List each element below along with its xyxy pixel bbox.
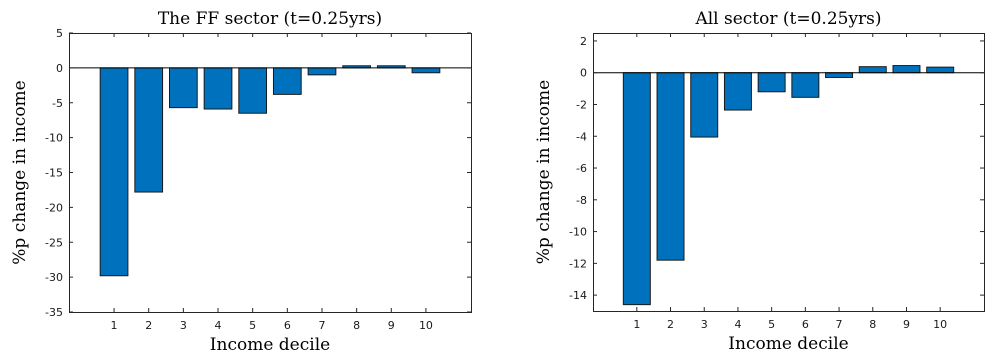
bar-decile-6 — [272, 67, 302, 95]
x-tick-label: 1 — [633, 318, 640, 331]
x-tick-label: 3 — [180, 319, 187, 332]
bar-decile-3 — [690, 72, 719, 138]
plot-frame — [593, 33, 985, 312]
y-tick-label: -8 — [576, 194, 587, 207]
x-axis-label: Income decile — [728, 334, 848, 354]
bar-decile-6 — [791, 72, 820, 98]
x-tick-label: 2 — [145, 319, 152, 332]
bar-decile-1 — [622, 72, 651, 306]
x-tick-label: 6 — [284, 319, 291, 332]
y-tick-label: -14 — [569, 289, 587, 302]
x-tick-label: 1 — [111, 319, 118, 332]
bar-decile-3 — [169, 67, 198, 109]
x-tick-label: 7 — [318, 319, 325, 332]
bar-decile-5 — [757, 72, 786, 93]
y-tick-label: -6 — [576, 162, 587, 175]
y-axis-label: %p change in income — [10, 80, 30, 264]
bar-decile-2 — [134, 67, 164, 193]
bar-decile-1 — [99, 67, 129, 277]
y-tick-label: -30 — [45, 271, 63, 284]
y-tick-label: -25 — [45, 236, 63, 249]
y-tick-label: 2 — [580, 35, 587, 48]
y-tick-label: 0 — [580, 67, 587, 80]
x-tick-label: 10 — [419, 319, 433, 332]
right-chart-panel: 2 0 -2 -4 -6 -8 -10 -12 -14 1 2 3 4 5 6 7 8 9 10 All sector… — [534, 9, 985, 354]
x-axis-label: Income decile — [210, 335, 330, 355]
x-tick-label: 5 — [249, 319, 256, 332]
y-tick-label: -10 — [569, 226, 587, 239]
y-tick-label: -4 — [576, 130, 587, 143]
left-chart-panel: 5 0 -5 -10 -15 -20 -25 -30 -35 1 2 3 4 5 6 7 8 9 10 The FF … — [10, 9, 472, 355]
x-tick-label: 3 — [701, 318, 708, 331]
y-tick-label: 0 — [56, 62, 63, 75]
x-tick-label: 10 — [933, 318, 947, 331]
y-tick-label: -15 — [45, 167, 63, 180]
bar-decile-7 — [307, 67, 337, 76]
y-tick-label: -10 — [45, 132, 63, 145]
y-axis-label: %p change in income — [534, 80, 554, 264]
bar-decile-4 — [723, 72, 752, 111]
bar-decile-2 — [656, 72, 685, 261]
bar-decile-8 — [858, 66, 887, 74]
chart-title: All sector (t=0.25yrs) — [694, 9, 881, 29]
x-tick-label: 4 — [734, 318, 741, 331]
x-tick-label: 8 — [869, 318, 876, 331]
chart-title: The FF sector (t=0.25yrs) — [158, 9, 382, 29]
bar-decile-7 — [825, 72, 854, 78]
x-tick-label: 5 — [768, 318, 775, 331]
x-tick-label: 9 — [388, 319, 395, 332]
bar-decile-10 — [411, 67, 441, 74]
y-tick-label: -12 — [569, 257, 587, 270]
x-tick-label: 6 — [802, 318, 809, 331]
plot-frame — [69, 33, 472, 313]
y-tick-label: -5 — [52, 97, 63, 110]
x-tick-label: 2 — [667, 318, 674, 331]
x-tick-label: 4 — [215, 319, 222, 332]
x-tick-label: 8 — [353, 319, 360, 332]
bar-decile-5 — [238, 67, 268, 114]
bar-decile-10 — [926, 66, 955, 74]
y-tick-label: -35 — [45, 306, 63, 319]
y-tick-label: -20 — [45, 201, 63, 214]
bar-decile-4 — [203, 67, 233, 110]
y-tick-label: -2 — [576, 98, 587, 111]
y-tick-label: 5 — [56, 27, 63, 40]
x-tick-label: 9 — [903, 318, 910, 331]
bar-decile-9 — [892, 65, 921, 74]
x-tick-label: 7 — [836, 318, 843, 331]
